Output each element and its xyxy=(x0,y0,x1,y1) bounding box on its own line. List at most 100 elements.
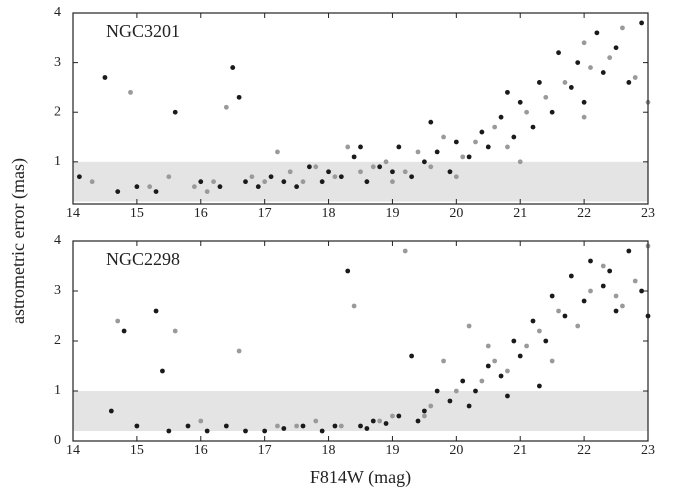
point xyxy=(562,313,568,319)
x-tick-label: 21 xyxy=(513,443,527,458)
point xyxy=(632,278,638,284)
point xyxy=(421,413,427,419)
point xyxy=(607,268,613,274)
point xyxy=(390,179,395,185)
point xyxy=(505,89,510,95)
point xyxy=(415,149,421,155)
y-tick-label: 4 xyxy=(54,233,61,248)
point xyxy=(441,358,446,364)
point xyxy=(505,368,510,374)
point xyxy=(485,363,491,369)
point xyxy=(338,174,344,180)
point xyxy=(217,184,223,190)
point xyxy=(434,388,440,394)
point xyxy=(294,184,300,190)
point xyxy=(172,109,178,115)
point xyxy=(556,50,561,56)
point xyxy=(498,373,504,379)
point xyxy=(294,423,300,429)
y-tick-label: 1 xyxy=(54,154,61,169)
point xyxy=(364,179,370,185)
y-tick-label: 0 xyxy=(54,433,61,448)
point xyxy=(332,174,338,180)
x-tick-label: 19 xyxy=(385,443,399,458)
point xyxy=(364,426,370,431)
point xyxy=(172,328,178,334)
point xyxy=(160,368,165,374)
point xyxy=(108,408,114,414)
point xyxy=(102,75,108,80)
point xyxy=(358,144,363,150)
point xyxy=(377,164,383,170)
point xyxy=(581,114,587,120)
point xyxy=(134,184,140,190)
point xyxy=(204,189,210,194)
y-tick-label: 2 xyxy=(54,104,61,119)
x-tick-label: 23 xyxy=(641,206,655,221)
point xyxy=(632,75,638,80)
x-tick-label: 18 xyxy=(322,443,336,458)
point xyxy=(383,421,389,426)
point xyxy=(409,174,415,180)
x-tick-label: 20 xyxy=(449,443,463,458)
point xyxy=(594,30,600,36)
point xyxy=(358,169,363,175)
point xyxy=(319,428,325,434)
point xyxy=(204,428,210,434)
point xyxy=(421,408,427,414)
point xyxy=(485,343,491,349)
point xyxy=(409,353,415,359)
point xyxy=(236,94,242,100)
point xyxy=(626,248,632,254)
point xyxy=(377,418,383,424)
point xyxy=(326,169,331,175)
point xyxy=(556,308,561,314)
point xyxy=(613,45,619,51)
point xyxy=(505,144,510,150)
point xyxy=(626,80,632,85)
point xyxy=(281,426,287,431)
point xyxy=(575,60,581,66)
point xyxy=(600,263,606,269)
point xyxy=(275,423,280,429)
point xyxy=(466,403,472,409)
point xyxy=(575,323,581,329)
point xyxy=(115,318,121,324)
point xyxy=(428,119,434,125)
point xyxy=(524,109,530,115)
point xyxy=(492,358,498,364)
point xyxy=(345,268,351,274)
x-tick-label: 17 xyxy=(258,443,272,458)
x-tick-label: 16 xyxy=(194,443,208,458)
point xyxy=(441,134,446,140)
point xyxy=(268,174,274,180)
point xyxy=(479,378,485,384)
point xyxy=(300,423,306,429)
point xyxy=(543,338,549,344)
point xyxy=(428,164,434,170)
point xyxy=(620,303,625,309)
y-tick-label: 4 xyxy=(54,5,61,20)
point xyxy=(313,418,319,424)
x-tick-label: 15 xyxy=(130,206,144,221)
point xyxy=(530,318,536,324)
point xyxy=(128,89,133,95)
point xyxy=(613,293,619,299)
point xyxy=(600,283,606,289)
point xyxy=(530,124,536,130)
point xyxy=(396,144,402,150)
point xyxy=(198,179,204,185)
point xyxy=(390,169,395,175)
point xyxy=(243,179,248,185)
point xyxy=(306,164,312,170)
x-tick-label: 14 xyxy=(66,206,80,221)
point xyxy=(549,109,555,115)
point xyxy=(396,413,402,419)
point xyxy=(230,65,236,70)
shaded-band xyxy=(73,161,648,202)
point xyxy=(236,348,242,354)
point xyxy=(338,423,344,429)
point xyxy=(568,273,574,279)
x-tick-label: 18 xyxy=(322,206,336,221)
point xyxy=(453,139,459,145)
